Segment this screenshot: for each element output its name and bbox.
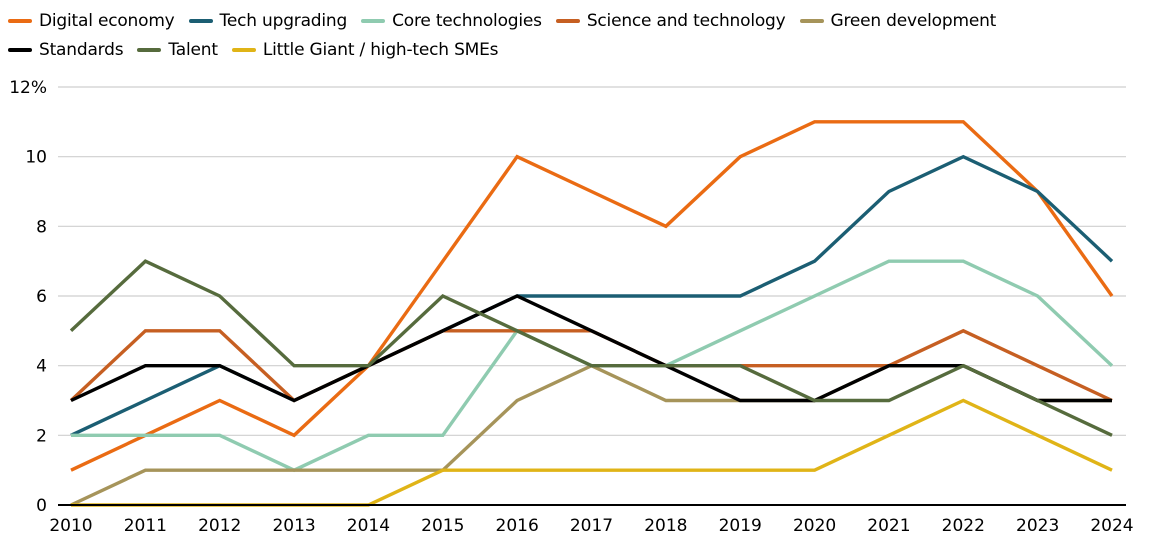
series-lines	[69, 120, 1114, 507]
legend-swatch-little-giant	[231, 47, 256, 52]
legend-item-digital-economy: Digital economy	[8, 11, 175, 31]
legend-label: Digital economy	[39, 10, 175, 31]
series-line-digital-economy	[70, 120, 1114, 472]
x-tick-label: 2017	[570, 516, 613, 536]
chart-legend: Digital economy Tech upgrading Core tech…	[8, 6, 1138, 64]
y-tick-label: 10	[25, 148, 47, 168]
y-tick-label: 4	[36, 357, 47, 377]
legend-swatch-science-and-technology	[555, 18, 580, 23]
legend-item-little-giant: Little Giant / high-tech SMEs	[231, 39, 499, 60]
legend-item-standards: Standards	[8, 39, 124, 60]
legend-label: Science and technology	[586, 10, 786, 31]
legend-swatch-digital-economy	[8, 18, 32, 23]
series-line-standards	[70, 294, 1112, 403]
x-tick-label: 2012	[198, 516, 241, 536]
x-tick-label: 2020	[793, 516, 836, 536]
y-tick-label: 8	[36, 217, 47, 237]
legend-label: Core technologies	[392, 10, 542, 31]
legend-item-tech-upgrading: Tech upgrading	[188, 10, 348, 31]
x-tick-label: 2013	[272, 516, 315, 536]
y-tick-label: 2	[36, 426, 47, 446]
legend-item-core-technologies: Core technologies	[361, 11, 542, 31]
legend-label: Talent	[168, 39, 218, 60]
x-tick-label: 2014	[347, 516, 390, 536]
x-tick-label: 2018	[644, 516, 687, 536]
y-tick-label: 6	[36, 287, 47, 307]
legend-item-talent: Talent	[137, 39, 218, 60]
legend-item-science-and-technology: Science and technology	[555, 10, 786, 31]
legend-swatch-core-technologies	[361, 18, 386, 23]
legend-swatch-standards	[8, 47, 32, 52]
x-tick-label: 2015	[421, 516, 464, 536]
x-axis-tick-labels: 2010 2011 2012 2013 2014 2015 2016 2017 2018 2019…	[49, 516, 1133, 536]
legend-item-green-development: Green development	[799, 10, 997, 31]
legend-label: Standards	[39, 39, 124, 60]
y-tick-label: 12%	[9, 78, 47, 98]
x-tick-label: 2024	[1090, 516, 1133, 536]
y-axis-tick-labels: 0 2 4 6 8 10 12%	[9, 78, 47, 516]
legend-swatch-tech-upgrading	[188, 18, 213, 23]
legend-label: Green development	[830, 10, 997, 31]
y-tick-label: 0	[36, 496, 47, 516]
x-tick-label: 2023	[1016, 516, 1059, 536]
series-line-little-giant-high-tech-smes	[71, 398, 1113, 507]
legend-label: Little Giant / high-tech SMEs	[262, 39, 499, 60]
x-tick-label: 2010	[49, 516, 92, 536]
legend-swatch-green-development	[799, 18, 824, 23]
x-tick-label: 2011	[124, 516, 167, 536]
x-tick-label: 2016	[496, 516, 539, 536]
series-line-talent	[69, 259, 1113, 437]
legend-row-2: Standards Talent Little Giant / high-tec…	[8, 35, 1138, 64]
x-tick-label: 2022	[942, 516, 985, 536]
legend-label: Tech upgrading	[219, 10, 348, 31]
legend-swatch-talent	[137, 47, 162, 52]
legend-row-1: Digital economy Tech upgrading Core tech…	[8, 6, 1138, 35]
x-tick-label: 2021	[867, 516, 910, 536]
x-tick-label: 2019	[719, 516, 762, 536]
